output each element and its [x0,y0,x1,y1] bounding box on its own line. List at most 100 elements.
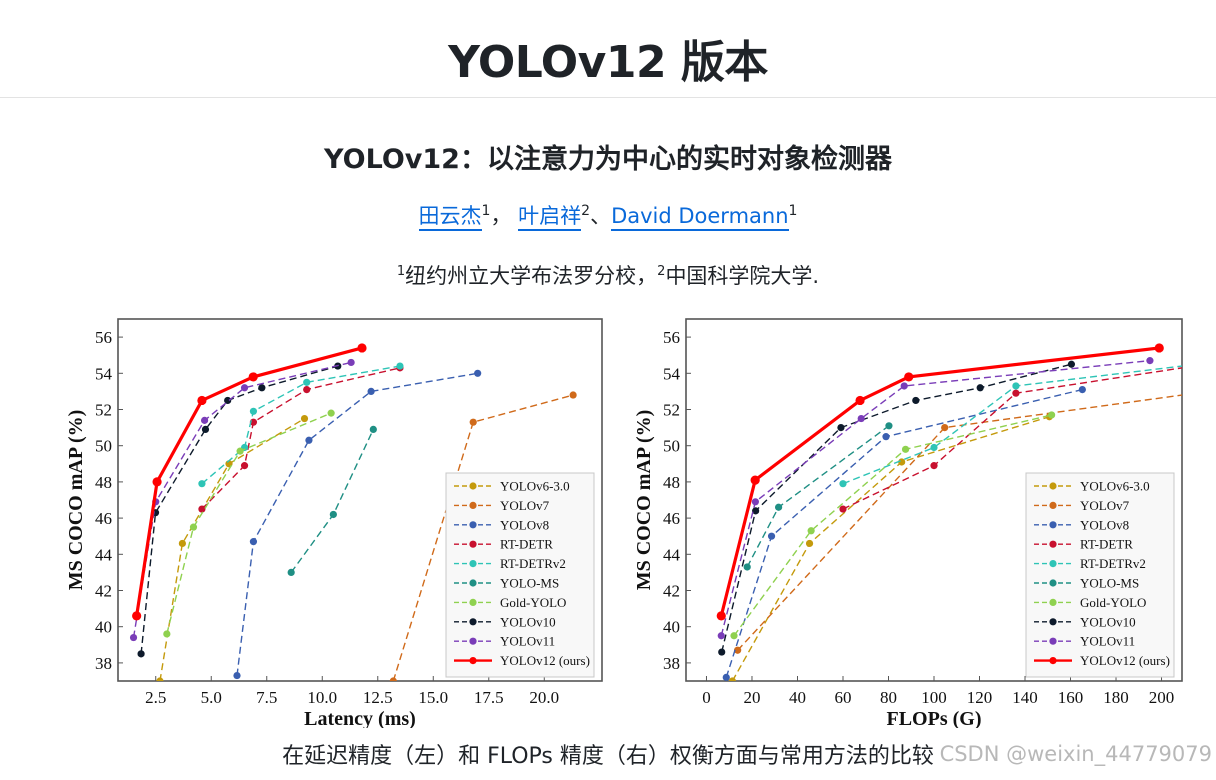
legend-label: Gold-YOLO [1080,595,1146,610]
legend-label: YOLOv12 (ours) [500,653,590,668]
data-point [750,475,760,485]
data-point [152,477,162,487]
author-link[interactable]: David Doermann [611,204,789,231]
y-tick-label: 48 [95,473,112,492]
data-point [941,424,949,432]
affil-text: 中国科学院大学. [665,264,820,288]
data-point [807,527,815,535]
legend-marker-icon [469,501,477,509]
data-point [752,507,760,515]
legend-label: Gold-YOLO [500,595,566,610]
legend-marker-icon [1049,521,1057,529]
data-point [1048,411,1056,419]
data-point [198,480,206,488]
series-line-gold-yolo [166,412,332,635]
legend-marker-icon [469,598,477,606]
y-tick-label: 44 [95,545,113,564]
legend-marker-icon [1049,482,1057,490]
x-tick-label: 17.5 [474,688,504,707]
y-tick-label: 48 [663,473,680,492]
data-point [474,369,482,377]
x-tick-label: 0 [702,688,711,707]
y-tick-label: 54 [95,364,113,383]
data-point [767,532,776,540]
data-point [303,385,311,394]
data-point [716,611,726,621]
x-tick-label: 12.5 [363,688,393,707]
y-tick-label: 42 [663,582,680,601]
data-point [900,382,908,390]
page-title: YOLOv12 版本 [448,37,768,88]
y-tick-label: 54 [663,364,681,383]
legend-label: RT-DETR [500,537,553,552]
x-tick-label: 15.0 [418,688,448,707]
y-tick-label: 44 [663,545,681,564]
x-tick-label: 7.5 [256,688,277,707]
legend-label: RT-DETRv2 [500,556,566,571]
figure-caption: 在延迟精度（左）和 FLOPs 精度（右）权衡方面与常用方法的比较 [282,744,934,769]
y-tick-label: 38 [663,654,680,673]
legend-label: RT-DETRv2 [1080,556,1146,571]
author-link[interactable]: 叶启祥 [518,204,582,231]
flops-chart: 38 40 42 44 46 48 50 52 54 56 0 20 40 60 80 100 120 140 16… [632,312,1216,732]
data-point [805,539,814,548]
series-line-rt-detrv2 [842,365,1182,485]
latency-chart: 38 40 42 44 46 48 50 52 54 56 2.5 5.0 7.5 10.0 12.5 15.… [60,312,616,732]
data-point [249,407,258,415]
x-tick-label: 100 [921,688,947,707]
legend-label: YOLOv8 [1080,517,1129,532]
legend-marker-icon [1049,598,1057,606]
legend-label: RT-DETR [1080,537,1133,552]
affiliations: 1纽约州立大学布法罗分校，2中国科学院大学. [0,260,1216,290]
affil-sup: 2 [657,264,666,279]
x-tick-label: 80 [880,688,897,707]
data-point [839,480,847,488]
data-point [369,425,377,434]
latency-chart-svg: 38 40 42 44 46 48 50 52 54 56 2.5 5.0 7.5 10.0 12.5 15.… [65,318,603,730]
data-point [775,503,783,511]
legend-marker-icon [1049,560,1057,568]
data-point [976,384,984,392]
y-tick-label: 52 [663,401,680,420]
series-line-yolov7 [737,394,1182,651]
legend-marker-icon [1049,540,1057,548]
legend-marker-icon [469,618,477,626]
data-point [303,378,311,386]
data-point [882,433,890,441]
y-tick-label: 52 [95,401,112,420]
x-tick-label: 120 [967,688,993,707]
y-tick-label: 56 [95,328,112,347]
legend-label: YOLOv10 [500,614,556,629]
author-affil-sup: 2 [581,203,591,219]
legend-label: YOLO-MS [500,576,559,591]
x-tick-label: 140 [1012,688,1038,707]
legend-marker-icon [469,482,477,490]
x-tick-label: 180 [1103,688,1129,707]
data-point [734,646,742,654]
data-point [901,445,910,453]
legend-label: YOLOv12 (ours) [1080,653,1170,668]
y-tick-label: 42 [95,582,112,601]
data-point [837,424,845,432]
data-point [1154,343,1164,353]
series-line-yolov11 [720,359,1150,636]
data-point [233,671,241,680]
legend-marker-icon [469,579,477,587]
x-tick-label: 2.5 [145,688,166,707]
x-tick-label: 20.0 [529,688,559,707]
data-point [1012,389,1020,397]
data-point [898,458,906,466]
series-line-rt-detr [842,367,1182,510]
data-point [163,630,171,638]
y-tick-label: 40 [95,618,112,637]
author-link[interactable]: 田云杰 [418,204,482,231]
x-tick-label: 160 [1058,688,1084,707]
legend-label: YOLO-MS [1080,576,1139,591]
data-point [329,510,337,519]
data-point [197,395,207,406]
data-point [717,632,725,640]
data-point [129,633,138,642]
data-point [327,409,335,417]
author-list: 田云杰1， 叶启祥2、David Doermann1 [0,200,1216,231]
legend-label: YOLOv11 [1080,634,1135,649]
